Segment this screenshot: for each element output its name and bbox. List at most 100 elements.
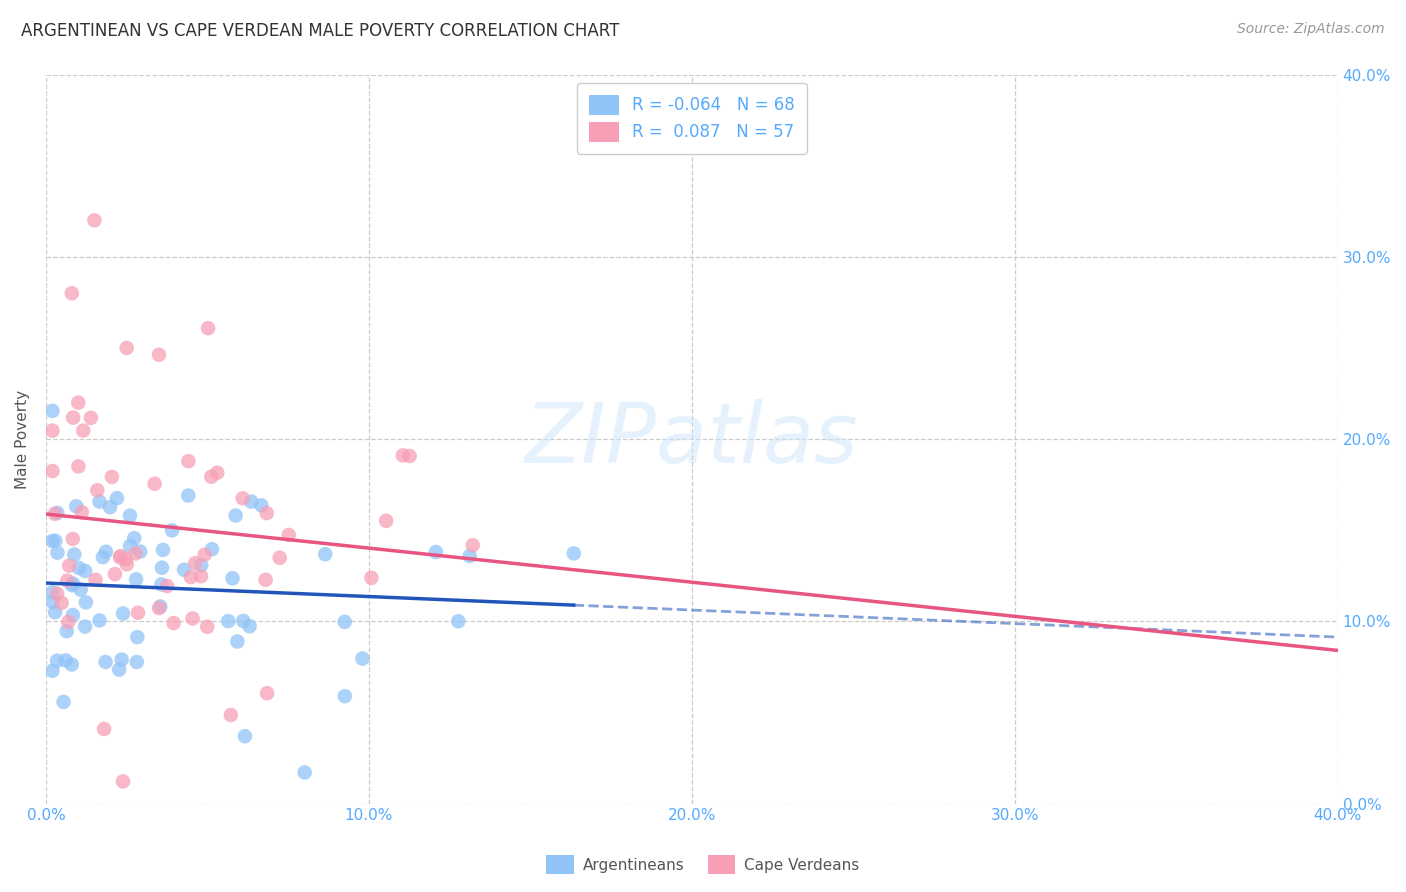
Point bbox=[115, 558, 138, 572]
Point bbox=[149, 599, 172, 614]
Point bbox=[80, 410, 103, 425]
Point bbox=[89, 494, 111, 508]
Point bbox=[277, 528, 299, 542]
Point bbox=[60, 286, 83, 301]
Point bbox=[447, 615, 470, 629]
Point bbox=[197, 321, 219, 335]
Point bbox=[333, 689, 356, 703]
Point bbox=[111, 607, 134, 621]
Point bbox=[86, 483, 108, 498]
Point bbox=[129, 544, 152, 558]
Point bbox=[111, 774, 134, 789]
Point bbox=[46, 654, 69, 668]
Point bbox=[111, 652, 134, 666]
Legend: R = -0.064   N = 68, R =  0.087   N = 57: R = -0.064 N = 68, R = 0.087 N = 57 bbox=[576, 83, 807, 153]
Point bbox=[94, 655, 117, 669]
Point bbox=[41, 533, 63, 548]
Point bbox=[360, 571, 382, 585]
Point bbox=[148, 601, 170, 615]
Point bbox=[65, 500, 87, 514]
Point bbox=[150, 577, 173, 591]
Point bbox=[398, 449, 420, 463]
Point bbox=[62, 532, 84, 546]
Point bbox=[56, 574, 79, 588]
Point bbox=[195, 620, 218, 634]
Point bbox=[160, 524, 183, 538]
Point bbox=[73, 619, 96, 633]
Point bbox=[124, 546, 146, 560]
Point bbox=[461, 538, 484, 552]
Point bbox=[150, 560, 173, 574]
Point bbox=[562, 546, 585, 560]
Point bbox=[250, 499, 273, 513]
Point bbox=[177, 488, 200, 502]
Point bbox=[115, 341, 138, 355]
Point bbox=[217, 614, 239, 628]
Point bbox=[84, 573, 107, 587]
Point bbox=[294, 765, 316, 780]
Point bbox=[458, 549, 481, 563]
Point bbox=[238, 619, 260, 633]
Legend: Argentineans, Cape Verdeans: Argentineans, Cape Verdeans bbox=[540, 849, 866, 880]
Text: ZIPatlas: ZIPatlas bbox=[524, 399, 859, 480]
Point bbox=[425, 545, 447, 559]
Point bbox=[173, 563, 195, 577]
Point bbox=[41, 404, 63, 418]
Point bbox=[110, 549, 132, 563]
Point bbox=[254, 573, 277, 587]
Point bbox=[207, 466, 229, 480]
Point bbox=[52, 695, 75, 709]
Point bbox=[114, 552, 136, 566]
Point bbox=[143, 476, 166, 491]
Point bbox=[46, 506, 69, 520]
Point bbox=[101, 470, 124, 484]
Point bbox=[67, 395, 90, 409]
Point bbox=[375, 514, 398, 528]
Point bbox=[63, 548, 86, 562]
Point bbox=[104, 567, 127, 582]
Point bbox=[75, 564, 97, 578]
Point bbox=[105, 491, 128, 505]
Point bbox=[200, 469, 222, 483]
Point bbox=[55, 624, 77, 639]
Point bbox=[127, 630, 149, 644]
Point bbox=[62, 607, 84, 622]
Point bbox=[51, 596, 73, 610]
Point bbox=[125, 572, 148, 586]
Point bbox=[44, 533, 66, 548]
Y-axis label: Male Poverty: Male Poverty bbox=[15, 390, 30, 489]
Point bbox=[269, 550, 291, 565]
Point bbox=[41, 464, 63, 478]
Point bbox=[46, 587, 69, 601]
Point bbox=[232, 491, 254, 506]
Text: Source: ZipAtlas.com: Source: ZipAtlas.com bbox=[1237, 22, 1385, 37]
Point bbox=[75, 595, 97, 609]
Point bbox=[94, 545, 117, 559]
Point bbox=[177, 454, 200, 468]
Point bbox=[41, 424, 63, 438]
Point bbox=[108, 663, 131, 677]
Point bbox=[62, 576, 84, 591]
Point bbox=[58, 558, 80, 573]
Point bbox=[184, 556, 207, 570]
Point bbox=[89, 614, 111, 628]
Point bbox=[221, 571, 243, 585]
Point bbox=[41, 595, 63, 609]
Point bbox=[70, 505, 93, 519]
Point bbox=[163, 615, 186, 630]
Point bbox=[256, 506, 278, 520]
Point bbox=[256, 686, 278, 700]
Point bbox=[41, 664, 63, 678]
Point bbox=[91, 550, 114, 565]
Point bbox=[46, 546, 69, 560]
Point bbox=[190, 569, 212, 583]
Point bbox=[392, 448, 415, 462]
Point bbox=[44, 605, 66, 619]
Point bbox=[333, 615, 356, 629]
Point bbox=[67, 561, 90, 575]
Point bbox=[314, 547, 336, 561]
Point bbox=[125, 655, 148, 669]
Point bbox=[201, 542, 224, 557]
Point bbox=[152, 542, 174, 557]
Point bbox=[148, 348, 170, 362]
